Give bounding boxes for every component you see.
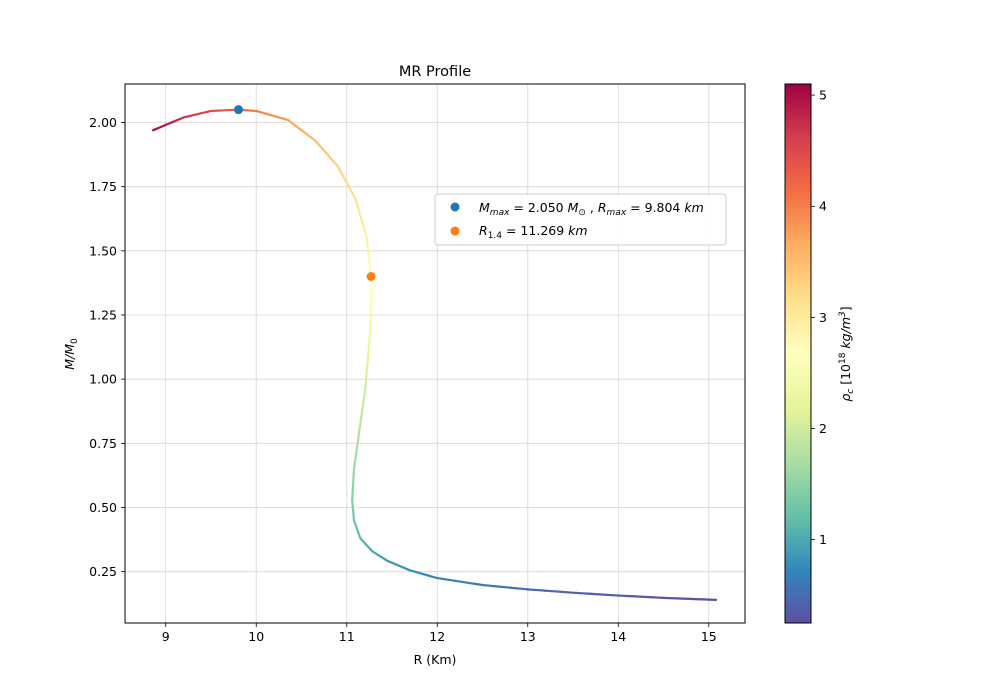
legend-box (434, 193, 727, 246)
x-tick-label: 9 (162, 629, 170, 644)
y-tick-label: 1.00 (89, 372, 117, 387)
y-axis-label: M/M0 (62, 338, 80, 370)
colorbar-tick-label: 1 (819, 532, 827, 547)
x-tick-label: 10 (248, 629, 264, 644)
colorbar-tick-label: 2 (819, 421, 827, 436)
colorbar-tick-label: 5 (819, 88, 827, 103)
colorbar: 1 2 3 4 5 ρc [1018 kg/m3] (784, 83, 856, 624)
x-tick-label: 14 (610, 629, 626, 644)
legend-label-r14: R1.4 = 11.269 km (479, 223, 588, 241)
grid-lines (125, 84, 745, 623)
plot-frame (124, 83, 746, 624)
x-axis-label: R (Km) (414, 652, 457, 667)
colorbar-ticks: 1 2 3 4 5 (811, 88, 827, 547)
mr-curve (151, 108, 718, 602)
colorbar-tick-label: 3 (819, 310, 827, 325)
legend: Mmax = 2.050 M⊙ , Rmax = 9.804 km R1.4 =… (434, 193, 727, 246)
colorbar-gradient (784, 83, 812, 624)
marker-max (234, 105, 244, 115)
colorbar-tick-label: 4 (819, 199, 827, 214)
x-axis-ticks: 9 10 11 12 13 14 15 (162, 623, 717, 644)
legend-marker-r14 (450, 226, 460, 236)
chart-title: MR Profile (399, 64, 471, 80)
y-tick-label: 0.25 (89, 564, 117, 579)
x-tick-label: 13 (520, 629, 536, 644)
x-tick-label: 11 (339, 629, 355, 644)
y-tick-label: 1.25 (89, 308, 117, 323)
marker-r14 (366, 272, 376, 281)
colorbar-label: ρc [1018 kg/m3] (838, 306, 856, 401)
legend-label-max: Mmax = 2.050 M⊙ , Rmax = 9.804 km (479, 200, 704, 218)
y-tick-label: 0.50 (89, 500, 117, 515)
y-tick-label: 2.00 (89, 115, 117, 130)
y-tick-label: 1.50 (89, 243, 117, 258)
markers (234, 105, 376, 281)
y-tick-label: 0.75 (89, 436, 117, 451)
legend-marker-max (450, 202, 460, 212)
y-axis-ticks: 0.25 0.50 0.75 1.00 1.25 1.50 1.75 2.00 (89, 115, 125, 579)
mr-curve-segment (151, 127, 159, 132)
x-tick-label: 15 (701, 629, 717, 644)
y-tick-label: 1.75 (89, 179, 117, 194)
x-tick-label: 12 (429, 629, 445, 644)
